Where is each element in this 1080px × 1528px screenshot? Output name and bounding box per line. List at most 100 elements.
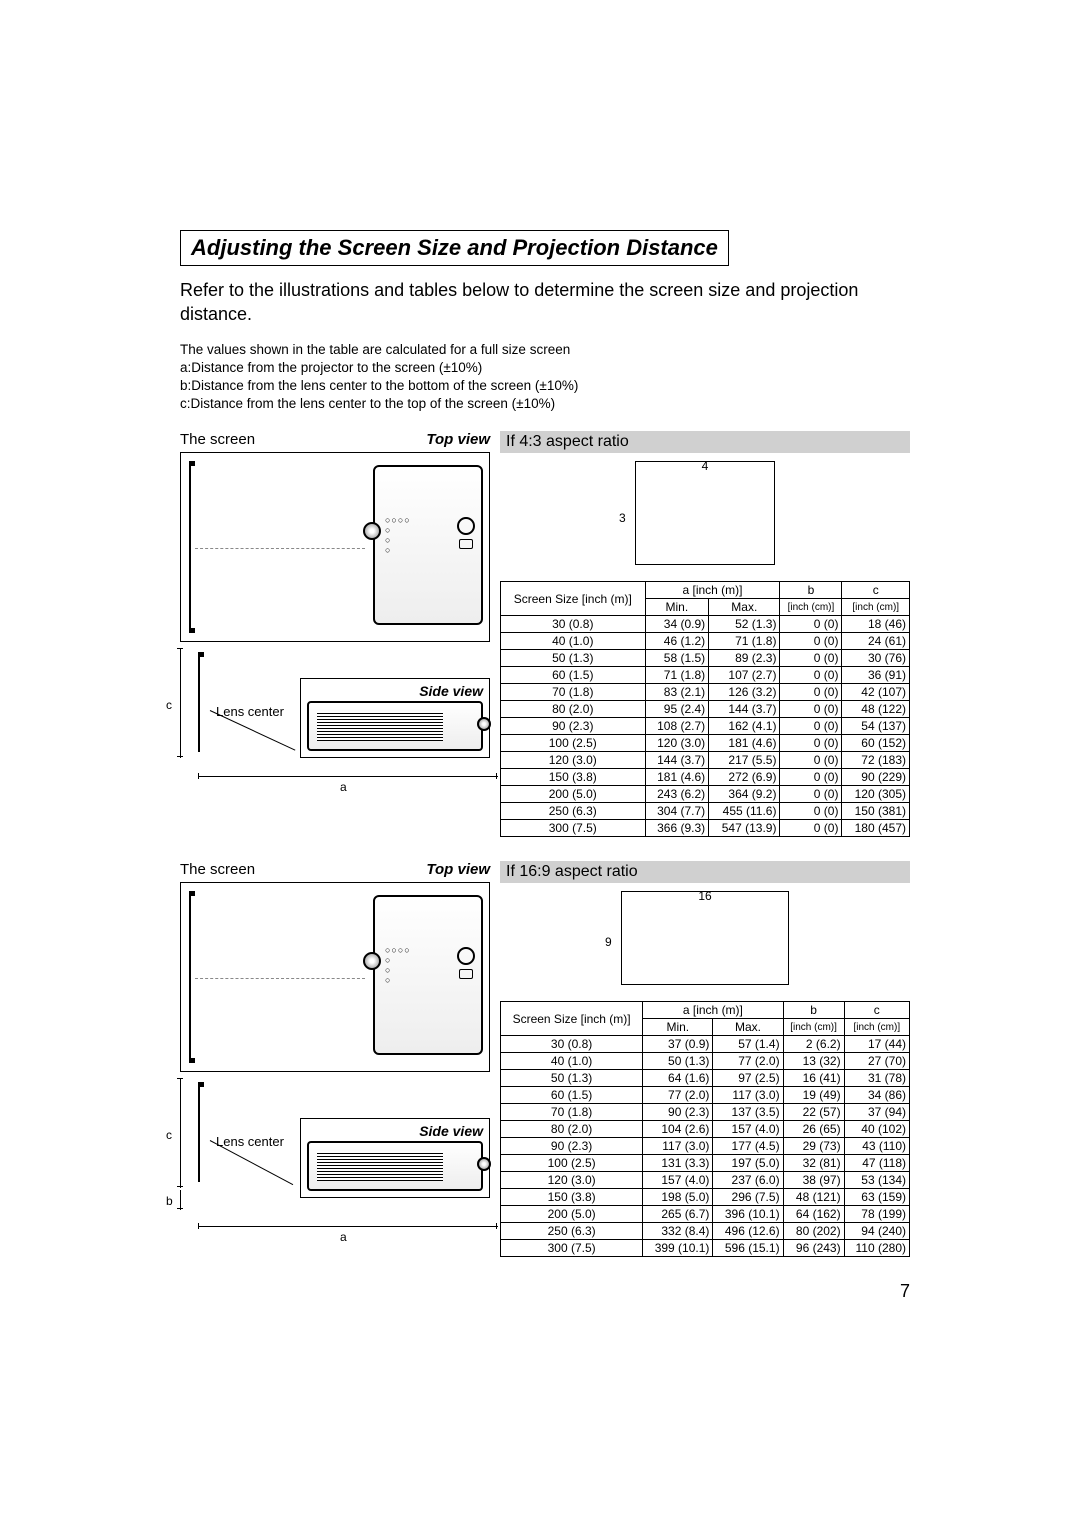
cell-size: 50 (1.3): [501, 1070, 643, 1087]
cell-b: 0 (0): [780, 650, 842, 667]
cell-c: 78 (199): [844, 1206, 909, 1223]
cell-size: 50 (1.3): [501, 650, 646, 667]
cell-min: 265 (6.7): [643, 1206, 713, 1223]
cell-size: 40 (1.0): [501, 1053, 643, 1070]
cell-b: 26 (65): [783, 1121, 844, 1138]
top-view-diagram: ○○○○○○○: [180, 452, 490, 642]
cell-max: 455 (11.6): [709, 803, 780, 820]
table-row: 30 (0.8)34 (0.9)52 (1.3)0 (0)18 (46): [501, 616, 910, 633]
table-row: 100 (2.5)120 (3.0)181 (4.6)0 (0)60 (152): [501, 735, 910, 752]
cell-b: 0 (0): [780, 820, 842, 837]
cell-size: 70 (1.8): [501, 1104, 643, 1121]
cell-size: 90 (2.3): [501, 1138, 643, 1155]
aspect-h-43: 3: [619, 511, 626, 525]
cell-size: 120 (3.0): [501, 1172, 643, 1189]
cell-c: 17 (44): [844, 1036, 909, 1053]
cell-max: 89 (2.3): [709, 650, 780, 667]
table-row: 50 (1.3)58 (1.5)89 (2.3)0 (0)30 (76): [501, 650, 910, 667]
cell-max: 162 (4.1): [709, 718, 780, 735]
th-size: Screen Size [inch (m)]: [501, 582, 646, 616]
cell-min: 117 (3.0): [643, 1138, 713, 1155]
cell-c: 60 (152): [842, 735, 910, 752]
aspect-box-43: [635, 461, 775, 565]
cell-c: 180 (457): [842, 820, 910, 837]
cell-min: 181 (4.6): [645, 769, 709, 786]
cell-max: 547 (13.9): [709, 820, 780, 837]
cell-max: 107 (2.7): [709, 667, 780, 684]
cell-b: 64 (162): [783, 1206, 844, 1223]
cell-size: 200 (5.0): [501, 786, 646, 803]
cell-min: 198 (5.0): [643, 1189, 713, 1206]
cell-c: 63 (159): [844, 1189, 909, 1206]
cell-size: 80 (2.0): [501, 701, 646, 718]
notes-block: The values shown in the table are calcul…: [180, 341, 910, 414]
table-row: 30 (0.8)37 (0.9)57 (1.4)2 (6.2)17 (44): [501, 1036, 910, 1053]
cell-b: 22 (57): [783, 1104, 844, 1121]
cell-max: 77 (2.0): [713, 1053, 783, 1070]
page-title: Adjusting the Screen Size and Projection…: [180, 230, 729, 266]
cell-c: 120 (305): [842, 786, 910, 803]
ratio-header-43: If 4:3 aspect ratio: [500, 431, 910, 453]
cell-b: 16 (41): [783, 1070, 844, 1087]
th-size-169: Screen Size [inch (m)]: [501, 1002, 643, 1036]
cell-min: 34 (0.9): [645, 616, 709, 633]
cell-max: 217 (5.5): [709, 752, 780, 769]
table-row: 120 (3.0)144 (3.7)217 (5.5)0 (0)72 (183): [501, 752, 910, 769]
cell-c: 31 (78): [844, 1070, 909, 1087]
cell-b: 0 (0): [780, 735, 842, 752]
cell-size: 150 (3.8): [501, 769, 646, 786]
cell-b: 32 (81): [783, 1155, 844, 1172]
cell-max: 364 (9.2): [709, 786, 780, 803]
table-row: 40 (1.0)46 (1.2)71 (1.8)0 (0)24 (61): [501, 633, 910, 650]
cell-min: 58 (1.5): [645, 650, 709, 667]
cell-max: 57 (1.4): [713, 1036, 783, 1053]
cell-min: 332 (8.4): [643, 1223, 713, 1240]
cell-min: 108 (2.7): [645, 718, 709, 735]
cell-b: 0 (0): [780, 633, 842, 650]
cell-b: 0 (0): [780, 718, 842, 735]
cell-max: 157 (4.0): [713, 1121, 783, 1138]
cell-size: 150 (3.8): [501, 1189, 643, 1206]
cell-size: 300 (7.5): [501, 820, 646, 837]
cell-max: 181 (4.6): [709, 735, 780, 752]
cell-max: 71 (1.8): [709, 633, 780, 650]
th-unit-c-169: [inch (cm)]: [844, 1019, 909, 1036]
cell-min: 90 (2.3): [643, 1104, 713, 1121]
table-row: 250 (6.3)332 (8.4)496 (12.6)80 (202)94 (…: [501, 1223, 910, 1240]
cell-min: 144 (3.7): [645, 752, 709, 769]
cell-size: 100 (2.5): [501, 1155, 643, 1172]
cell-min: 71 (1.8): [645, 667, 709, 684]
cell-max: 272 (6.9): [709, 769, 780, 786]
cell-max: 52 (1.3): [709, 616, 780, 633]
cell-b: 96 (243): [783, 1240, 844, 1257]
aspect-h-169: 9: [605, 935, 612, 949]
the-screen-label-2: The screen: [180, 861, 255, 878]
section-16-9: The screen Top view ○○○○○○○ c b Lens cen…: [180, 861, 910, 1257]
cell-b: 0 (0): [780, 786, 842, 803]
aspect-w-169: 16: [698, 889, 711, 903]
table-row: 100 (2.5)131 (3.3)197 (5.0)32 (81)47 (11…: [501, 1155, 910, 1172]
cell-max: 117 (3.0): [713, 1087, 783, 1104]
cell-size: 300 (7.5): [501, 1240, 643, 1257]
note-line: c:Distance from the lens center to the t…: [180, 395, 910, 413]
table-43: Screen Size [inch (m)] a [inch (m)] b c …: [500, 581, 910, 837]
c-label: c: [166, 698, 172, 712]
cell-max: 496 (12.6): [713, 1223, 783, 1240]
table-row: 300 (7.5)399 (10.1)596 (15.1)96 (243)110…: [501, 1240, 910, 1257]
ratio-16-9-column: If 16:9 aspect ratio 16 9 Screen Size [i…: [500, 861, 910, 1257]
note-line: b:Distance from the lens center to the b…: [180, 377, 910, 395]
cell-b: 0 (0): [780, 684, 842, 701]
table-row: 250 (6.3)304 (7.7)455 (11.6)0 (0)150 (38…: [501, 803, 910, 820]
cell-b: 0 (0): [780, 701, 842, 718]
cell-size: 30 (0.8): [501, 1036, 643, 1053]
table-row: 200 (5.0)243 (6.2)364 (9.2)0 (0)120 (305…: [501, 786, 910, 803]
table-row: 150 (3.8)198 (5.0)296 (7.5)48 (121)63 (1…: [501, 1189, 910, 1206]
top-view-label-2: Top view: [426, 861, 490, 878]
cell-min: 50 (1.3): [643, 1053, 713, 1070]
cell-c: 72 (183): [842, 752, 910, 769]
table-row: 120 (3.0)157 (4.0)237 (6.0)38 (97)53 (13…: [501, 1172, 910, 1189]
table-169: Screen Size [inch (m)] a [inch (m)] b c …: [500, 1001, 910, 1257]
table-row: 50 (1.3)64 (1.6)97 (2.5)16 (41)31 (78): [501, 1070, 910, 1087]
th-min: Min.: [645, 599, 709, 616]
cell-min: 83 (2.1): [645, 684, 709, 701]
